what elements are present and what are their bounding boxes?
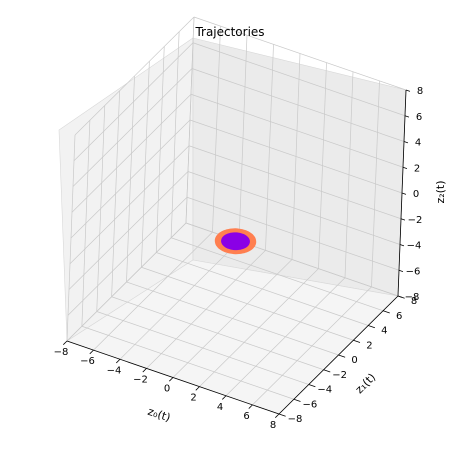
x-tick-mark xyxy=(221,395,227,400)
x-tick-mark xyxy=(62,340,68,345)
y-tick-label: 4 xyxy=(381,326,387,337)
z-tick-label: 6 xyxy=(416,112,422,123)
grid-line-y-floor xyxy=(126,281,339,356)
x-tick-label: 8 xyxy=(270,420,276,431)
x-tick-label: 6 xyxy=(243,411,249,422)
x-tick-label: −2 xyxy=(133,374,148,385)
grid-line-y-floor xyxy=(156,252,369,326)
x-tick-mark xyxy=(195,386,200,391)
grid-line-z-back xyxy=(189,119,403,194)
grid-line-y-left xyxy=(141,61,150,268)
z-tick-label: 2 xyxy=(414,163,420,174)
z-tick-mark xyxy=(398,269,404,272)
z-tick-mark xyxy=(402,166,408,169)
x-tick-mark xyxy=(89,349,94,355)
z-tick-mark xyxy=(401,192,407,195)
grid-line-x-floor xyxy=(225,277,346,396)
z-tick-label: 0 xyxy=(413,189,419,200)
grid-line-y-floor xyxy=(171,237,384,312)
z-tick-mark xyxy=(399,244,405,247)
y-tick-label: 6 xyxy=(396,311,402,322)
x-tick-label: −6 xyxy=(80,356,95,367)
y-tick-mark xyxy=(368,325,376,329)
trajectory-orbit-1 xyxy=(221,232,250,251)
y-tick-mark xyxy=(308,384,316,388)
y-tick-mark xyxy=(382,310,390,314)
y-tick-label: −6 xyxy=(303,399,318,410)
y-tick-label: −4 xyxy=(317,385,332,396)
y-tick-label: 0 xyxy=(351,355,357,366)
grid-line-x-floor xyxy=(252,286,372,406)
grid-line-x-back xyxy=(344,71,354,278)
grid-line-x-back xyxy=(318,62,327,269)
grid-lines xyxy=(66,16,407,415)
grid-line-z-back xyxy=(192,42,406,117)
z-tick-mark xyxy=(404,115,410,118)
x-tick-label: 4 xyxy=(217,402,223,413)
y-axis-label: z₁(t) xyxy=(353,371,379,397)
x-tick-mark xyxy=(274,413,280,418)
z-tick-mark xyxy=(397,295,403,298)
z-tick-label: −6 xyxy=(406,266,421,277)
x-axis-label: z₀(t) xyxy=(146,405,172,425)
grid-line-x-floor xyxy=(199,268,319,387)
x-tick-mark xyxy=(168,377,174,382)
grid-line-y-left xyxy=(185,16,195,224)
y-tick-mark xyxy=(293,398,301,402)
y-tick-label: −2 xyxy=(332,370,347,381)
z-tick-mark xyxy=(400,218,406,221)
x-tick-label: −4 xyxy=(107,365,122,376)
chart-title: Trajectories xyxy=(194,25,264,39)
x-tick-mark xyxy=(115,358,121,364)
z-tick-label: −2 xyxy=(408,215,423,226)
x-tick-label: 0 xyxy=(164,384,170,395)
y-tick-label: 2 xyxy=(366,340,372,351)
z-tick-label: −8 xyxy=(405,292,420,303)
x-tick-mark xyxy=(248,404,253,409)
grid-line-y-floor xyxy=(141,266,354,341)
z-tick-label: 4 xyxy=(415,138,421,149)
grid-line-z-back xyxy=(191,68,405,142)
grid-line-z-left xyxy=(70,119,191,239)
back-right-pane xyxy=(192,37,407,297)
grid-line-z-left xyxy=(71,94,192,213)
grid-line-x-back xyxy=(371,80,380,287)
z-axis-label: z₂(t) xyxy=(434,180,447,203)
x-tick-label: 2 xyxy=(190,393,196,404)
y-tick-mark xyxy=(338,354,346,358)
grid-line-z-left xyxy=(72,68,193,187)
x-tick-mark xyxy=(142,368,147,373)
y-tick-label: 8 xyxy=(411,296,417,307)
z-tick-mark xyxy=(403,141,409,144)
grid-line-y-left xyxy=(155,46,165,253)
z-tick-label: 8 xyxy=(417,86,423,97)
x-tick-label: −8 xyxy=(54,347,69,358)
series-group xyxy=(214,228,257,255)
y-tick-mark xyxy=(278,413,286,417)
grid-line-z-back xyxy=(190,93,404,168)
z-tick-mark xyxy=(405,89,411,92)
grid-line-y-left xyxy=(170,31,180,238)
y-tick-mark xyxy=(323,369,331,373)
grid-line-z-back xyxy=(193,16,407,91)
y-tick-mark xyxy=(353,339,361,343)
grid-line-z-left xyxy=(73,42,194,161)
z-tick-label: −4 xyxy=(407,241,422,252)
grid-line-z-left xyxy=(74,16,195,136)
y-tick-label: −8 xyxy=(288,414,303,425)
